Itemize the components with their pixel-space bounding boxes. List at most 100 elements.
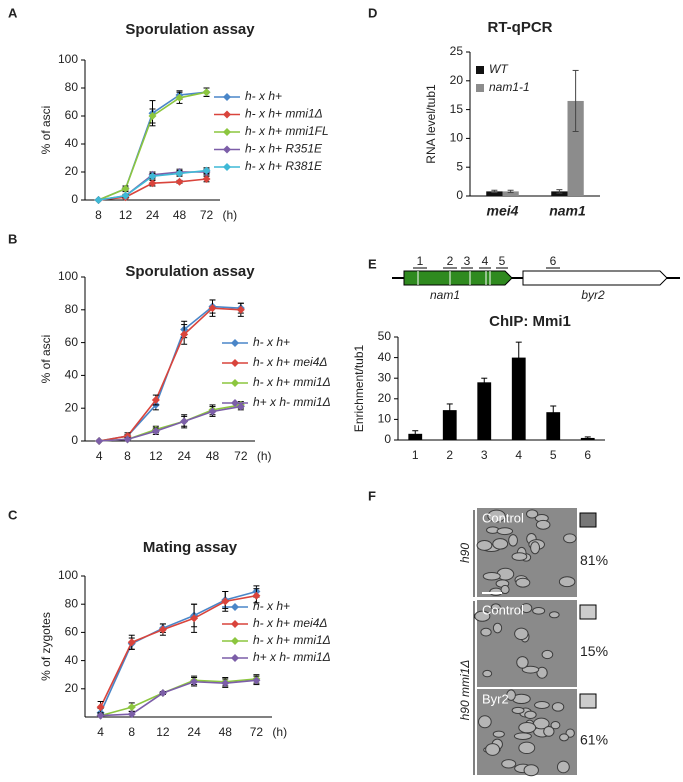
- legend-label: h- x h+: [245, 89, 282, 103]
- marker: [190, 677, 199, 686]
- y-tick-label: 80: [65, 596, 79, 610]
- y-axis-label: % of zygotes: [39, 612, 53, 681]
- marker: [148, 112, 157, 120]
- legend-swatch: [476, 66, 484, 74]
- legend-label: h+ x h- mmi1Δ: [253, 650, 331, 664]
- cell: [490, 603, 501, 611]
- chart-title: Mating assay: [143, 539, 238, 556]
- x-tick-label: mei4: [487, 203, 519, 219]
- cell: [500, 584, 510, 595]
- chart-title: ChIP: Mmi1: [489, 313, 571, 330]
- x-tick-label: 48: [219, 725, 233, 739]
- x-unit: (h): [257, 449, 272, 463]
- y-axis-label: % of asci: [39, 106, 53, 155]
- marker: [94, 196, 103, 204]
- x-tick-label: 4: [515, 448, 522, 462]
- y-tick-label: 20: [65, 164, 79, 178]
- marker: [190, 614, 199, 623]
- cell: [492, 622, 503, 634]
- cell: [556, 760, 570, 774]
- y-tick-label: 20: [65, 681, 79, 695]
- bar: [511, 357, 526, 440]
- marker: [158, 689, 167, 698]
- panel-label: E: [368, 256, 377, 271]
- bar: [551, 191, 568, 196]
- cell: [518, 741, 536, 755]
- y-tick-label: 0: [71, 433, 78, 447]
- x-tick-label: 5: [550, 448, 557, 462]
- cell: [543, 725, 555, 737]
- marker: [223, 128, 231, 136]
- cell: [536, 666, 548, 679]
- cell: [487, 509, 506, 523]
- legend-label: WT: [489, 62, 509, 76]
- legend-label: h- x h+ R351E: [245, 142, 323, 156]
- cell: [524, 710, 537, 719]
- marker: [223, 110, 231, 119]
- cell: [533, 717, 550, 730]
- x-tick-label: 24: [146, 208, 160, 222]
- series-line: [100, 679, 257, 717]
- y-tick-label: 40: [378, 350, 392, 364]
- cell: [520, 603, 533, 614]
- cell: [506, 689, 516, 701]
- marker: [180, 417, 189, 426]
- y-tick-label: 30: [378, 370, 392, 384]
- y-tick-label: 10: [378, 412, 392, 426]
- marker: [236, 305, 245, 314]
- cell: [563, 533, 577, 544]
- x-tick-label: 12: [119, 208, 133, 222]
- region-label: 1: [417, 254, 424, 268]
- y-tick-label: 100: [58, 568, 78, 582]
- marker: [148, 172, 157, 181]
- cell: [541, 649, 554, 660]
- cell: [511, 706, 525, 715]
- y-tick-label: 5: [456, 159, 463, 173]
- cell: [532, 606, 546, 615]
- cell: [548, 611, 560, 619]
- marker: [96, 711, 105, 720]
- marker: [236, 402, 245, 411]
- cell: [482, 669, 493, 678]
- marker: [231, 637, 239, 645]
- cell: [521, 665, 540, 674]
- marker: [96, 703, 105, 712]
- chart-title: Sporulation assay: [125, 21, 255, 38]
- marker: [231, 339, 239, 347]
- marker: [158, 625, 167, 634]
- region-label: 6: [550, 254, 557, 268]
- chart-title: RT-qPCR: [488, 19, 553, 36]
- region-label: 3: [464, 254, 471, 268]
- bar: [502, 191, 519, 196]
- legend-label: h- x h+: [253, 599, 290, 613]
- colony-icon: [579, 693, 597, 709]
- gene-label: nam1: [430, 288, 460, 302]
- cell: [530, 541, 541, 555]
- image-label: Byr2: [482, 691, 509, 706]
- marker: [223, 163, 231, 171]
- series-line: [100, 678, 257, 717]
- series-line: [99, 405, 241, 442]
- strain-label: h90: [458, 543, 472, 563]
- x-tick-label: 24: [177, 449, 191, 463]
- x-tick-label: 8: [128, 725, 135, 739]
- marker: [121, 191, 130, 200]
- marker: [223, 93, 231, 101]
- marker: [175, 93, 184, 102]
- x-tick-label: 1: [412, 448, 419, 462]
- bar: [546, 412, 561, 440]
- marker: [148, 179, 157, 188]
- cell: [482, 571, 501, 581]
- marker: [175, 169, 184, 178]
- series-line: [99, 594, 257, 708]
- gene-byr2: [522, 270, 668, 286]
- series-line: [99, 590, 257, 714]
- marker: [127, 703, 136, 712]
- marker: [121, 184, 130, 193]
- legend-label: h- x h+ mmi1Δ: [253, 375, 331, 389]
- y-tick-label: 0: [71, 192, 78, 206]
- panel-label: F: [368, 488, 376, 503]
- x-unit: (h): [272, 725, 287, 739]
- legend-label: h- x h+ R381E: [245, 159, 323, 173]
- x-tick-label: 12: [156, 725, 170, 739]
